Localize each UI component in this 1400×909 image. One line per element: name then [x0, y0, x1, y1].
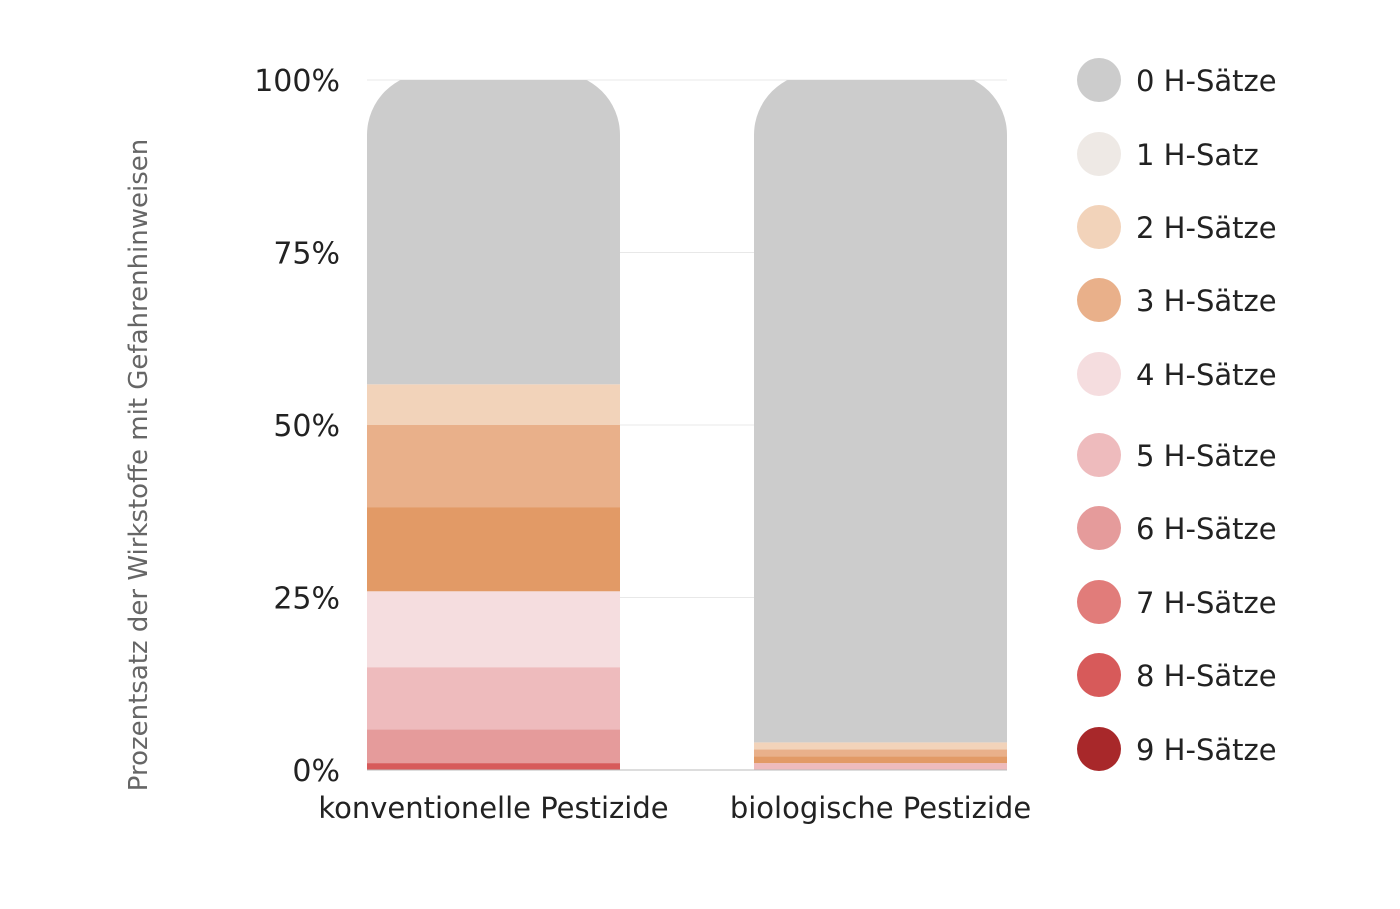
legend-item: 7 H-Sätze: [1077, 580, 1277, 624]
y-tick-label: 25%: [273, 582, 340, 617]
legend-item: 2 H-Sätze: [1077, 205, 1277, 249]
legend-label: 7 H-Sätze: [1136, 586, 1277, 620]
legend-swatch: [1077, 205, 1121, 249]
y-axis-label: Prozentsatz der Wirkstoffe mit Gefahrenh…: [124, 139, 154, 792]
bar-segment: [367, 591, 620, 668]
legend-label: 6 H-Sätze: [1136, 512, 1277, 546]
y-tick-label: 0%: [292, 754, 340, 789]
legend-item: 1 H-Satz: [1077, 132, 1259, 176]
legend-swatch: [1077, 132, 1121, 176]
legend-label: 5 H-Sätze: [1136, 439, 1277, 473]
legend-swatch: [1077, 278, 1121, 322]
legend-item: 6 H-Sätze: [1077, 506, 1277, 550]
legend-swatch: [1077, 580, 1121, 624]
legend-swatch: [1077, 433, 1121, 477]
y-axis-ticks: 0% 25% 50% 75% 100%: [254, 64, 340, 789]
legend-swatch: [1077, 352, 1121, 396]
bars: [367, 80, 1007, 770]
bar-segment: [367, 384, 620, 425]
y-tick-label: 75%: [273, 237, 340, 272]
legend-item: 3 H-Sätze: [1077, 278, 1277, 322]
bar-1: [754, 80, 1007, 770]
legend-label: 8 H-Sätze: [1136, 659, 1277, 693]
legend-label: 4 H-Sätze: [1136, 358, 1277, 392]
legend-label: 3 H-Sätze: [1136, 284, 1277, 318]
bar-0: [367, 80, 620, 770]
x-tick-label: konventionelle Pestizide: [318, 791, 668, 825]
bar-segment: [754, 749, 1007, 757]
x-tick-label: biologische Pestizide: [730, 791, 1031, 825]
legend-item: 5 H-Sätze: [1077, 433, 1277, 477]
legend-label: 1 H-Satz: [1136, 138, 1259, 172]
bar-segment: [367, 507, 620, 592]
bar-segment: [367, 729, 620, 764]
bar-segment: [367, 80, 620, 385]
legend-item: 4 H-Sätze: [1077, 352, 1277, 396]
y-tick-label: 50%: [273, 409, 340, 444]
legend: 0 H-Sätze 1 H-Satz 2 H-Sätze 3 H-Sätze 4 H-S…: [1077, 58, 1277, 771]
legend-label: 2 H-Sätze: [1136, 211, 1277, 245]
bar-segment: [754, 742, 1007, 750]
legend-item: 8 H-Sätze: [1077, 653, 1277, 697]
legend-item: 9 H-Sätze: [1077, 727, 1277, 771]
legend-label: 0 H-Sätze: [1136, 64, 1277, 98]
x-axis-labels: konventionelle Pestizide biologische Pest…: [318, 791, 1031, 825]
bar-segment: [754, 763, 1007, 770]
bar-segment: [367, 425, 620, 508]
legend-swatch: [1077, 727, 1121, 771]
legend-item: 0 H-Sätze: [1077, 58, 1277, 102]
bar-segment: [367, 763, 620, 770]
legend-swatch: [1077, 58, 1121, 102]
y-tick-label: 100%: [254, 64, 340, 99]
bar-segment: [367, 667, 620, 730]
legend-label: 9 H-Sätze: [1136, 733, 1277, 767]
bar-segment: [754, 756, 1007, 764]
bar-segment: [754, 80, 1007, 743]
legend-swatch: [1077, 653, 1121, 697]
legend-swatch: [1077, 506, 1121, 550]
